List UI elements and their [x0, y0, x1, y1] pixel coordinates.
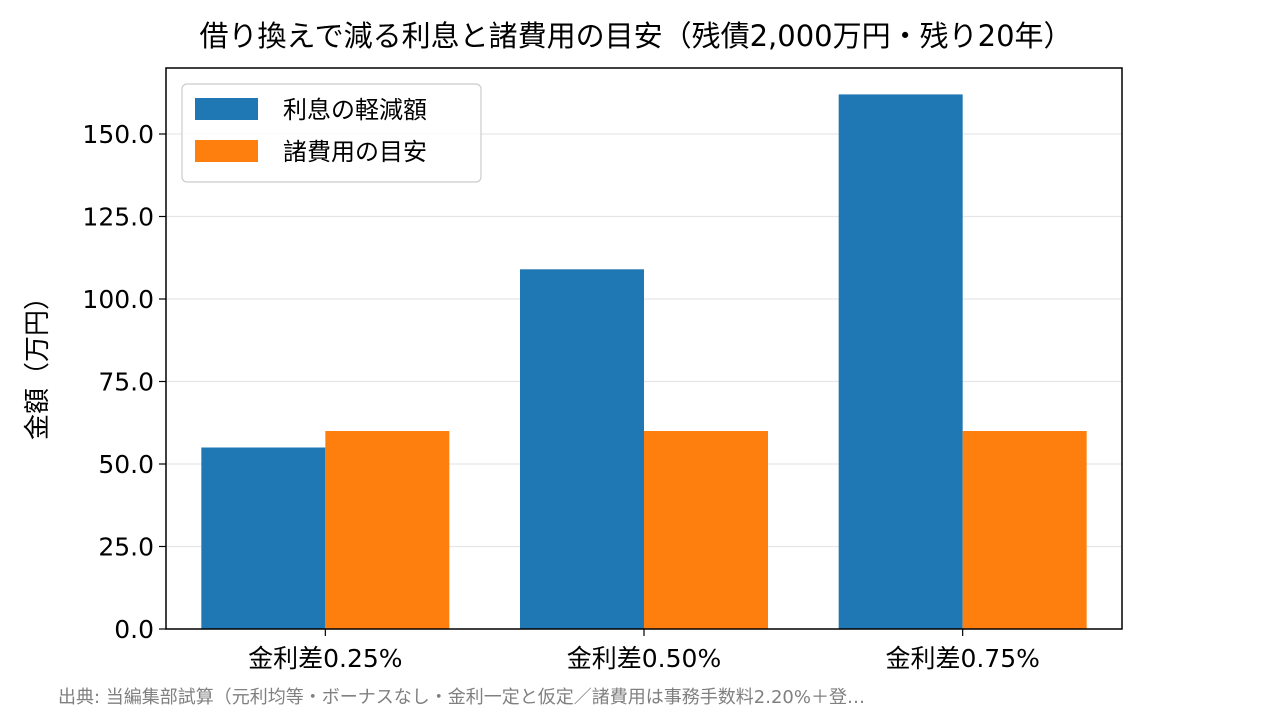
legend-label: 利息の軽減額: [283, 96, 427, 124]
plot-area: 0.0 25.0 50.0 75.0 100.0 125.0 150.0 金利差0.25% 金利…: [82, 67, 1123, 673]
y-tick-label: 0.0: [114, 615, 154, 644]
bar-interest-savings: [838, 94, 963, 629]
bar-interest-savings: [201, 447, 326, 629]
bar-fees: [962, 431, 1087, 629]
y-tick-label: 50.0: [98, 450, 154, 479]
bar-fees: [644, 431, 768, 629]
y-tick-label: 25.0: [98, 533, 154, 562]
bar-interest-savings: [520, 269, 644, 629]
x-tick-label: 金利差0.50%: [567, 644, 721, 673]
y-axis-label: 金額（万円）: [23, 284, 53, 440]
legend-swatch: [195, 140, 258, 162]
legend-label: 諸費用の目安: [283, 138, 427, 166]
x-tick-label: 金利差0.25%: [248, 644, 402, 673]
y-tick-label: 100.0: [82, 285, 154, 314]
y-tick-label: 150.0: [82, 120, 154, 149]
bar-fees: [325, 431, 450, 629]
source-note: 出典: 当編集部試算（元利均等・ボーナスなし・金利一定と仮定／諸費用は事務手数料…: [58, 687, 865, 708]
chart-title: 借り換えで減る利息と諸費用の目安（残債2,000万円・残り20年）: [199, 19, 1072, 53]
y-tick-label: 75.0: [98, 368, 154, 397]
y-tick-label: 125.0: [82, 203, 154, 232]
legend-swatch: [195, 98, 258, 120]
x-tick-label: 金利差0.75%: [885, 644, 1039, 673]
